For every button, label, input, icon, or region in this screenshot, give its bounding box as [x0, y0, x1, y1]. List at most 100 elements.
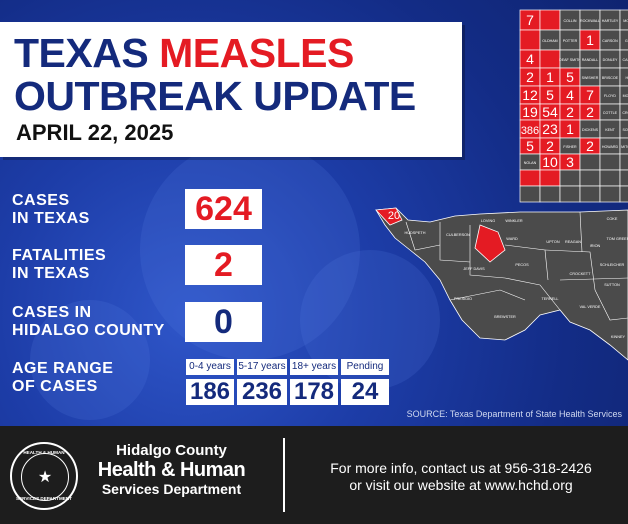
- county-affected: [539, 49, 561, 69]
- county-case-count: 4: [566, 87, 574, 103]
- county-case-count: 2: [546, 138, 554, 154]
- county-name-label: CARSON: [602, 39, 618, 43]
- county-name-label: MOTLEY: [623, 94, 628, 98]
- county-case-count: 2: [586, 104, 594, 120]
- title-disease: MEASLES: [159, 30, 354, 76]
- organization-name: Hidalgo County Health & Human Services D…: [84, 442, 259, 497]
- label-line: CASES: [12, 192, 70, 209]
- county-case-count: 4: [526, 51, 534, 67]
- county-unaffected: [619, 137, 628, 155]
- county-name-label: FISHER: [563, 145, 577, 149]
- age-group-label: 0-4 years: [186, 359, 234, 375]
- county-name-label: HUDSPETH: [405, 231, 426, 235]
- title-line-1: TEXAS MEASLES: [14, 30, 354, 77]
- county-unaffected: [619, 169, 628, 187]
- county-unaffected: [619, 185, 628, 203]
- county-name-label: DEAF SMITH: [559, 58, 581, 62]
- age-group-value: 178: [290, 379, 338, 405]
- label-line: OF CASES: [12, 378, 98, 395]
- cases-hidalgo-value: 0: [185, 302, 262, 342]
- fatalities-texas-label: FATALITIES IN TEXAS: [12, 247, 106, 283]
- county-name-label: HARTLEY: [602, 19, 619, 23]
- age-group-label: Pending: [341, 359, 389, 375]
- county-name-label: OLDHAM: [542, 39, 557, 43]
- county-name-label: HOWARD: [602, 145, 619, 149]
- county-reeves-affected: [474, 224, 506, 263]
- county-name-label: POTTER: [563, 39, 578, 43]
- seal-text: SERVICES DEPARTMENT: [16, 496, 72, 501]
- county-case-count: 3: [566, 154, 574, 170]
- county-name-label: CASTRO: [623, 58, 628, 62]
- county-name-label: WARD: [506, 237, 518, 241]
- county-name-label: COKE: [607, 217, 618, 221]
- county-name-label: UPTON: [546, 240, 559, 244]
- county-name-label: FLOYD: [604, 94, 616, 98]
- county-case-count: 12: [522, 87, 538, 103]
- county-name-label: PECOS: [515, 263, 529, 267]
- county-unaffected: [599, 153, 621, 171]
- cases-texas-value: 624: [185, 189, 262, 229]
- county-name-label: KENT: [605, 128, 615, 132]
- county-case-count: 1: [586, 32, 594, 48]
- county-unaffected: [619, 29, 628, 51]
- county-name-label: REAGAN: [565, 240, 581, 244]
- org-name-line: Hidalgo County: [116, 442, 227, 459]
- footer-bar: HEALTH & HUMAN ★ SERVICES DEPARTMENT Hid…: [0, 426, 628, 524]
- county-affected: [539, 169, 561, 187]
- county-name-label: BREWSTER: [494, 315, 516, 319]
- county-name-label: SCHLEICHER: [600, 263, 625, 267]
- county-name-label: JEFF DAVIS: [463, 267, 485, 271]
- cases-hidalgo-label: CASES IN HIDALGO COUNTY: [12, 304, 165, 340]
- county-case-count: 386: [521, 125, 539, 137]
- county-unaffected: [619, 9, 628, 31]
- seal-inner-ring: ★: [21, 453, 69, 501]
- county-unaffected: [619, 67, 628, 87]
- county-name-label: SUTTON: [604, 283, 620, 287]
- county-name-label: GRAY: [625, 39, 628, 43]
- county-unaffected: [619, 153, 628, 171]
- county-name-label: PRESIDIO: [454, 297, 472, 301]
- county-affected: [539, 9, 561, 31]
- title-line-2: OUTBREAK UPDATE: [14, 73, 416, 119]
- county-case-count: 2: [586, 138, 594, 154]
- label-line: HIDALGO COUNTY: [12, 322, 165, 339]
- title-card: TEXAS MEASLES OUTBREAK UPDATE APRIL 22, …: [0, 22, 462, 157]
- county-border: [579, 211, 583, 253]
- county-case-count: 5: [546, 87, 554, 103]
- county-affected: [519, 169, 541, 187]
- county-unaffected: [579, 185, 601, 203]
- footer-divider: [283, 438, 285, 512]
- source-note: SOURCE: Texas Department of State Health…: [406, 409, 622, 419]
- county-unaffected: [619, 85, 628, 105]
- county-name-label: IRION: [590, 244, 601, 248]
- county-border: [559, 277, 628, 281]
- county-case-count: 7: [526, 12, 534, 28]
- age-range-label: AGE RANGE OF CASES: [12, 360, 113, 396]
- county-unaffected: [579, 169, 601, 187]
- county-border: [449, 289, 526, 301]
- county-name-label: COLLIN: [564, 19, 577, 23]
- west-texas-counties: HUDSPETH CULBERSON LOVING WINKLER WARD JEFF D…: [375, 207, 628, 361]
- county-seal-logo: HEALTH & HUMAN ★ SERVICES DEPARTMENT: [10, 442, 78, 510]
- contact-line: For more info, contact us at 956-318-242…: [330, 460, 592, 476]
- county-name-label: HALL: [626, 76, 628, 80]
- county-border: [439, 222, 471, 263]
- county-unaffected: [559, 185, 581, 203]
- county-unaffected: [579, 153, 601, 171]
- county-name-label: RANDALL: [582, 58, 599, 62]
- county-unaffected: [619, 119, 628, 139]
- county-case-count: 2: [526, 69, 534, 85]
- county-name-label: CROSBY: [622, 111, 628, 115]
- county-el-paso-affected: [375, 207, 403, 226]
- county-case-count: 1: [546, 69, 554, 85]
- county-unaffected: [599, 185, 621, 203]
- county-case-count: 19: [522, 104, 538, 120]
- age-group-value: 24: [341, 379, 389, 405]
- county-border: [504, 277, 561, 311]
- county-name-label: LOVING: [481, 219, 495, 223]
- county-unaffected: [559, 169, 581, 187]
- county-name-label: DICKENS: [582, 128, 599, 132]
